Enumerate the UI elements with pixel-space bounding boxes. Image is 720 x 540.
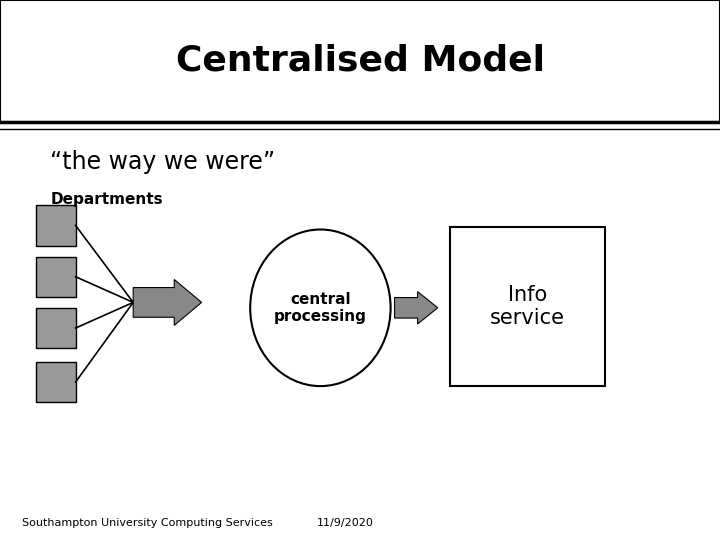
Text: Info
service: Info service <box>490 285 565 328</box>
FancyArrow shape <box>133 280 202 325</box>
Text: 11/9/2020: 11/9/2020 <box>317 518 374 528</box>
Bar <box>450 227 605 386</box>
Ellipse shape <box>251 230 390 386</box>
Text: Departments: Departments <box>50 192 163 207</box>
Bar <box>36 362 76 402</box>
Text: Centralised Model: Centralised Model <box>176 44 544 77</box>
Bar <box>36 308 76 348</box>
Bar <box>36 256 76 297</box>
FancyArrow shape <box>395 292 438 324</box>
Text: “the way we were”: “the way we were” <box>50 150 276 174</box>
Text: Southampton University Computing Services: Southampton University Computing Service… <box>22 518 272 528</box>
Bar <box>0 0 720 122</box>
Text: central
processing: central processing <box>274 292 366 324</box>
Bar <box>36 205 76 246</box>
